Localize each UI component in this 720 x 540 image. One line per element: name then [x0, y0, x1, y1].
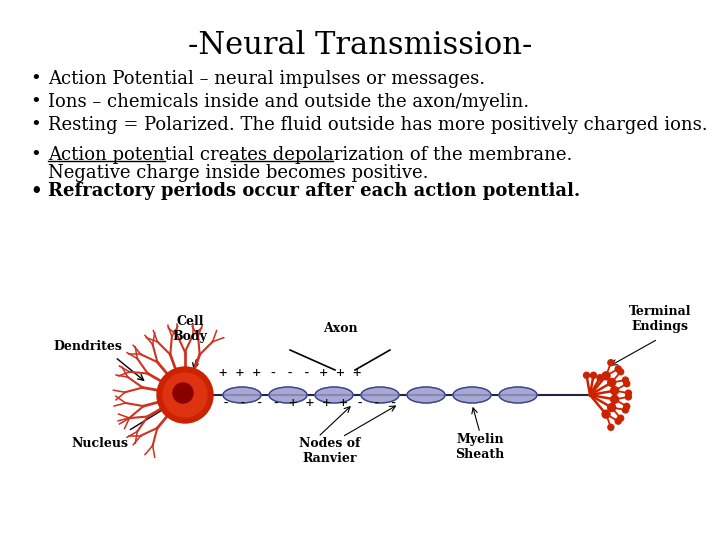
Text: Nodes of
Ranvier: Nodes of Ranvier: [300, 437, 361, 465]
Text: Action potential creates depolarization of the membrane.: Action potential creates depolarization …: [48, 146, 572, 164]
Circle shape: [624, 403, 630, 409]
Circle shape: [611, 387, 618, 395]
Circle shape: [608, 403, 616, 411]
Circle shape: [615, 418, 621, 424]
Text: Negative charge inside becomes positive.: Negative charge inside becomes positive.: [48, 164, 428, 182]
Ellipse shape: [407, 387, 445, 403]
Circle shape: [602, 372, 610, 380]
Text: Myelin
Sheath: Myelin Sheath: [455, 433, 505, 461]
Circle shape: [602, 410, 610, 418]
Text: Terminal
Endings: Terminal Endings: [629, 305, 691, 333]
Ellipse shape: [361, 387, 399, 403]
Circle shape: [608, 424, 614, 430]
Circle shape: [173, 383, 193, 403]
Circle shape: [608, 379, 616, 387]
Circle shape: [597, 375, 603, 381]
Text: Resting = Polarized. The fluid outside has more positively charged ions.: Resting = Polarized. The fluid outside h…: [48, 116, 708, 134]
Circle shape: [163, 373, 207, 417]
Text: Action Potential – neural impulses or messages.: Action Potential – neural impulses or me…: [48, 70, 485, 88]
Text: •: •: [30, 116, 41, 134]
Circle shape: [157, 367, 213, 423]
Text: •: •: [30, 182, 42, 200]
Circle shape: [618, 415, 624, 421]
Circle shape: [626, 394, 631, 400]
Text: Nucleus: Nucleus: [71, 437, 128, 450]
Circle shape: [583, 372, 590, 379]
Ellipse shape: [223, 387, 261, 403]
Text: -Neural Transmission-: -Neural Transmission-: [188, 30, 532, 61]
Ellipse shape: [453, 387, 491, 403]
Circle shape: [622, 407, 629, 413]
Text: Dendrites: Dendrites: [53, 340, 122, 353]
Text: •: •: [30, 93, 41, 111]
Text: •: •: [30, 146, 41, 164]
Circle shape: [611, 395, 618, 403]
Text: •: •: [30, 70, 41, 88]
Text: - - - - + + + + - - -: - - - - + + + + - - -: [222, 396, 398, 410]
Text: + + + - - - + + +: + + + - - - + + +: [219, 366, 361, 380]
Text: Ions – chemicals inside and outside the axon/myelin.: Ions – chemicals inside and outside the …: [48, 93, 529, 111]
Circle shape: [590, 372, 596, 379]
Text: Cell
Body: Cell Body: [173, 315, 207, 343]
Circle shape: [615, 366, 621, 372]
Circle shape: [622, 377, 629, 383]
Ellipse shape: [269, 387, 307, 403]
Ellipse shape: [315, 387, 353, 403]
Circle shape: [626, 390, 631, 396]
Ellipse shape: [499, 387, 537, 403]
Circle shape: [608, 360, 614, 366]
Text: Refractory periods occur after each action potential.: Refractory periods occur after each acti…: [48, 182, 580, 200]
Circle shape: [624, 381, 630, 387]
Circle shape: [618, 369, 624, 375]
Text: Axon: Axon: [323, 322, 357, 335]
